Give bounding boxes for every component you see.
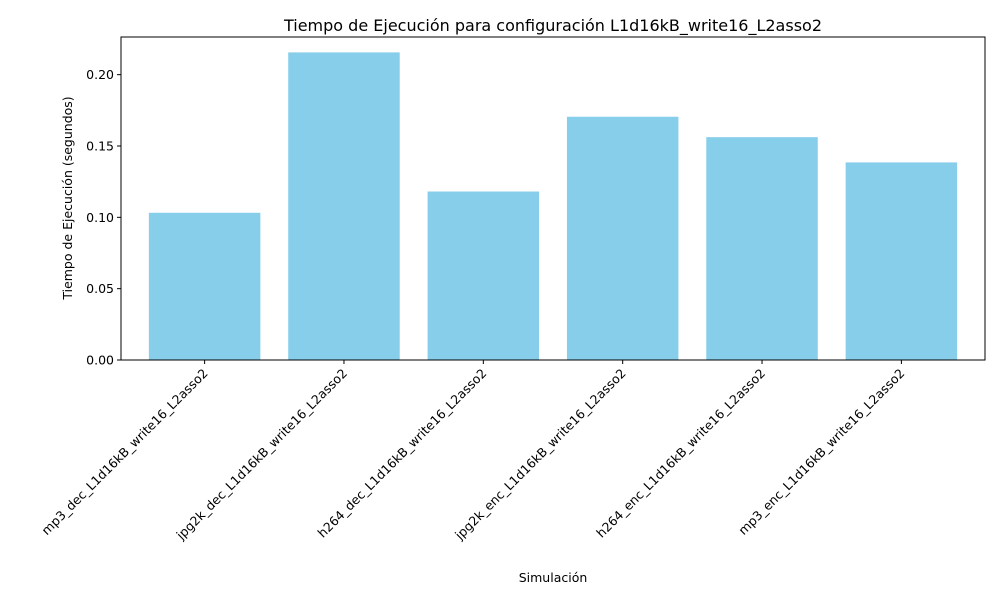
plot-area — [148, 52, 958, 360]
bar-4 — [566, 116, 679, 360]
bar-1 — [148, 212, 261, 360]
y-tick-label: 0.00 — [86, 353, 114, 368]
x-tick-label: jpg2k_dec_L1d16kB_write16_L2asso2 — [173, 366, 351, 544]
x-axis-label: Simulación — [519, 570, 588, 585]
bar-3 — [427, 191, 540, 360]
y-tick-label: 0.10 — [86, 210, 114, 225]
bar-2 — [288, 52, 400, 360]
plot-frame — [120, 36, 986, 361]
y-tick-label: 0.05 — [86, 281, 114, 296]
y-axis-label: Tiempo de Ejecución (segundos) — [60, 96, 75, 300]
x-axis: mp3_dec_L1d16kB_write16_L2asso2jpg2k_dec… — [38, 360, 908, 544]
x-tick-label: h264_dec_L1d16kB_write16_L2asso2 — [315, 366, 490, 541]
x-tick-label: mp3_enc_L1d16kB_write16_L2asso2 — [735, 366, 907, 538]
x-tick-label: h264_enc_L1d16kB_write16_L2asso2 — [593, 366, 768, 541]
chart-title: Tiempo de Ejecución para configuración L… — [283, 16, 822, 36]
bar-6 — [845, 162, 958, 360]
y-axis: 0.00 0.05 0.10 0.15 0.20 — [86, 67, 121, 368]
bar-5 — [706, 137, 818, 360]
x-tick-label: mp3_dec_L1d16kB_write16_L2asso2 — [38, 366, 210, 538]
x-tick-label: jpg2k_enc_L1d16kB_write16_L2asso2 — [451, 366, 629, 544]
y-tick-label: 0.15 — [86, 138, 114, 153]
y-tick-label: 0.20 — [86, 67, 114, 82]
